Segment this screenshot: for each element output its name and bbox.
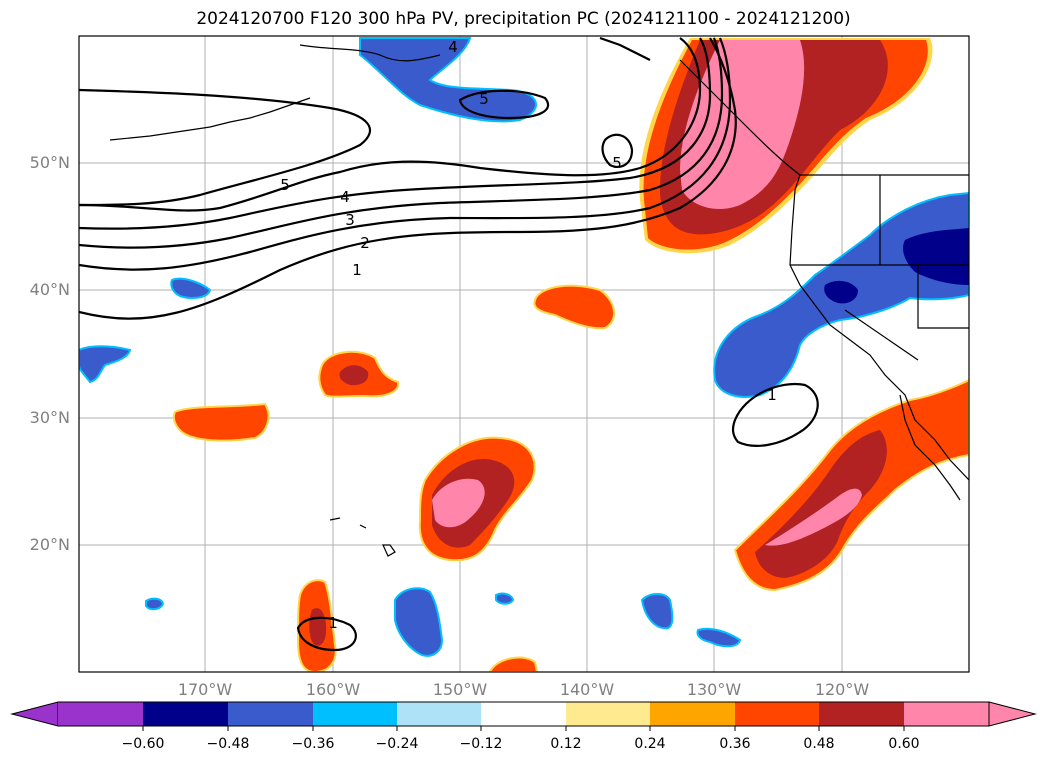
colorbar-tick-label: 0.12 (550, 736, 582, 752)
contour-label: 1 (328, 614, 338, 632)
colorbar-tick-label: −0.24 (375, 736, 419, 752)
contour-label: 5 (280, 176, 290, 194)
colorbar-tick-label: 0.36 (719, 736, 751, 752)
contour-label: 2 (360, 234, 370, 252)
precip-positive-anomalies (172, 38, 969, 672)
lat-label: 30°N (29, 408, 70, 427)
colorbar-tick-label: 0.24 (634, 736, 666, 752)
contour-label: 1 (767, 386, 777, 404)
colorbar-tick-label: 0.48 (803, 736, 835, 752)
colorbar-tick-label: 0.60 (888, 736, 920, 752)
contour-label: 5 (479, 90, 489, 108)
contour-label: 5 (612, 154, 622, 172)
colorbar-tick-label: −0.12 (459, 736, 503, 752)
lon-label: 120°W (814, 680, 870, 699)
contour-label: 4 (448, 38, 458, 56)
contour-label: 3 (345, 211, 355, 229)
lat-label: 20°N (29, 535, 70, 554)
colorbar-tick-label: −0.48 (206, 736, 250, 752)
precip-negative-anomalies (79, 37, 969, 657)
lat-label: 50°N (29, 153, 70, 172)
lon-label: 160°W (305, 680, 361, 699)
colorbar-tick-label: −0.36 (291, 736, 335, 752)
coastlines (109, 44, 969, 557)
lon-label: 150°W (432, 680, 488, 699)
colorbar (10, 701, 1037, 731)
lon-label: 130°W (686, 680, 742, 699)
contour-label: 1 (352, 261, 362, 279)
lon-label: 140°W (559, 680, 615, 699)
pv-contours (79, 36, 819, 652)
colorbar-tick-label: −0.60 (121, 736, 165, 752)
lat-label: 40°N (29, 280, 70, 299)
lon-label: 170°W (177, 680, 233, 699)
chart-title: 2024120700 F120 300 hPa PV, precipitatio… (196, 9, 851, 29)
contour-label: 4 (340, 188, 350, 206)
